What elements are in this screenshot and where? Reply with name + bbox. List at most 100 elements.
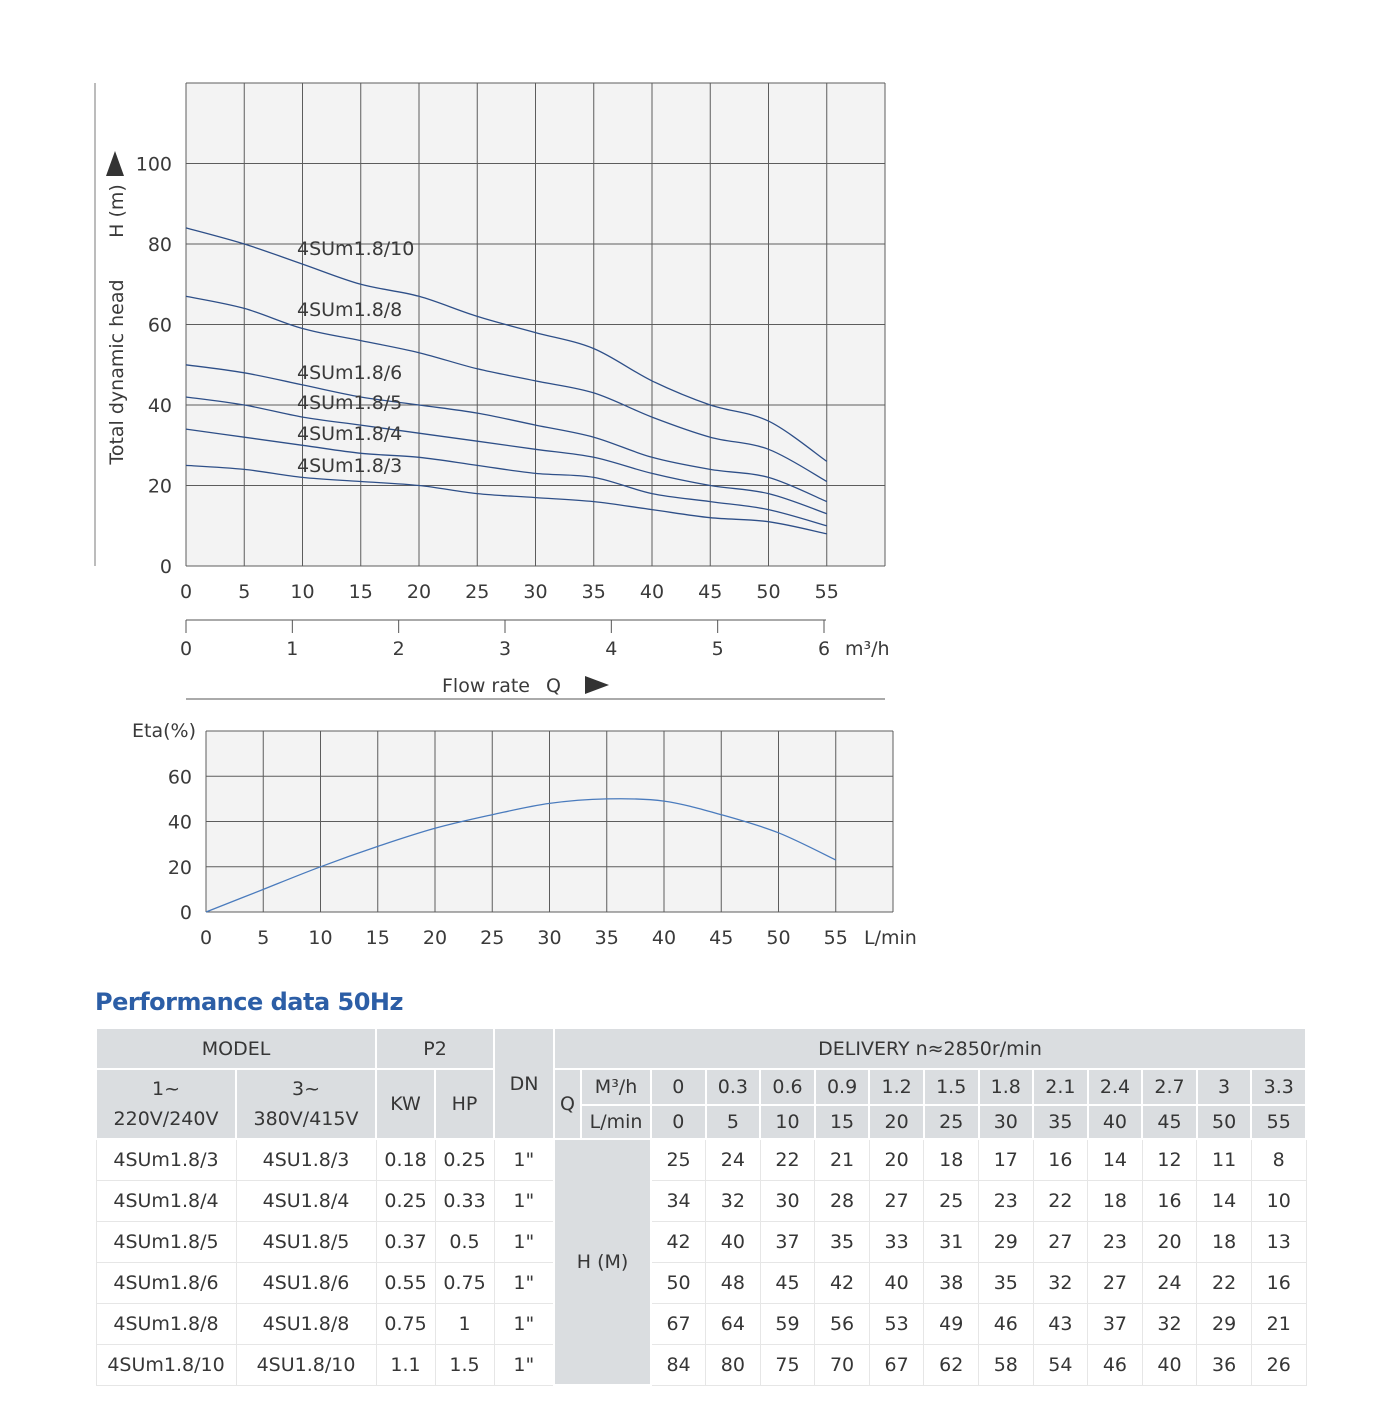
head-value-cell: 21 [814, 1138, 870, 1181]
flow-m3h-header: 3 [1195, 1068, 1253, 1106]
header-row: MODEL P2 DN DELIVERY n≈2850r/min [94, 1027, 1308, 1140]
x-axis-symbol: Q [546, 675, 561, 697]
x-tick-label: 35 [595, 927, 619, 949]
head-value-cell: 23 [978, 1179, 1034, 1222]
series-label: 4SUm1.8/8 [297, 299, 402, 321]
head-value-cell: 35 [978, 1261, 1034, 1304]
flow-lmin-header: 0 [650, 1104, 707, 1140]
head-value-cell: 32 [1141, 1302, 1198, 1345]
head-value-cell: 56 [814, 1302, 870, 1345]
head-value-cell: 10 [1250, 1179, 1307, 1222]
head-value-cell: 50 [650, 1261, 707, 1304]
x-tick-label: 5 [257, 927, 269, 949]
up-arrow-icon [106, 151, 124, 176]
head-value-cell: 24 [705, 1138, 761, 1181]
y-tick-label: 0 [180, 902, 192, 924]
series-label: 4SUm1.8/6 [297, 362, 402, 384]
flow-lmin-header: 20 [868, 1104, 925, 1140]
head-value-cell: 14 [1196, 1179, 1252, 1222]
x-tick-label: 45 [698, 581, 722, 603]
series-line [185, 227, 828, 462]
x-axis-title: Flow rate [442, 675, 530, 697]
model-3ph-cell: 4SU1.8/10 [235, 1343, 377, 1386]
head-value-cell: 54 [1032, 1343, 1089, 1386]
head-value-cell: 42 [814, 1261, 870, 1304]
power-kw-cell: 0.55 [375, 1261, 436, 1304]
head-value-cell: 18 [923, 1138, 979, 1181]
flow-lmin-header: 25 [922, 1104, 980, 1140]
dn-cell: 1" [493, 1220, 555, 1263]
y-axis-unit: H (m) [106, 184, 128, 238]
head-value-cell: 35 [814, 1220, 870, 1263]
head-value-cell: 22 [1032, 1179, 1089, 1222]
head-value-cell: 27 [1032, 1220, 1089, 1263]
table-row: 4SUm1.8/6 4SU1.8/6 0.55 0.75 1" 50 48 45 42 40 38 3… [95, 1261, 1307, 1304]
power-kw-cell: 0.75 [375, 1302, 436, 1345]
head-value-cell: 16 [1250, 1261, 1307, 1304]
power-hp-cell: 0.25 [434, 1138, 495, 1181]
head-value-cell: 33 [868, 1220, 925, 1263]
model-3ph-cell: 4SU1.8/4 [235, 1179, 377, 1222]
head-value-cell: 29 [1196, 1302, 1252, 1345]
kw-header: KW [375, 1068, 437, 1140]
flow-m3h-header: 2.7 [1141, 1068, 1198, 1106]
head-value-cell: 49 [923, 1302, 979, 1345]
head-value-cell: 36 [1196, 1343, 1252, 1386]
x-tick-label: 15 [366, 927, 390, 949]
x-tick-label: 25 [480, 927, 504, 949]
p2-header: P2 [375, 1027, 496, 1070]
flow-m3h-header: 1.8 [977, 1068, 1035, 1106]
x-tick-label: 10 [308, 927, 332, 949]
y-tick-label: 80 [148, 234, 172, 256]
y-tick-label: 40 [168, 812, 192, 834]
head-value-cell: 11 [1196, 1138, 1252, 1181]
head-value-cell: 64 [705, 1302, 761, 1345]
head-value-cell: 25 [923, 1179, 979, 1222]
series-label: 4SUm1.8/5 [297, 392, 402, 414]
head-label-cell: H (M) [553, 1138, 653, 1386]
head-value-cell: 58 [978, 1343, 1034, 1386]
head-value-cell: 53 [868, 1302, 925, 1345]
secondary-x-tick-label: 2 [393, 638, 405, 660]
x-tick-label: 25 [465, 581, 489, 603]
lmin-unit-header: L/min [580, 1104, 653, 1140]
x-tick-label: 50 [756, 581, 780, 603]
head-value-cell: 34 [650, 1179, 707, 1222]
flow-lmin-header: 50 [1195, 1104, 1253, 1140]
model-3ph-cell: 4SU1.8/3 [235, 1138, 377, 1181]
series-line [185, 464, 827, 535]
head-value-cell: 12 [1141, 1138, 1198, 1181]
x-tick-label: 20 [407, 581, 431, 603]
y-tick-label: 100 [136, 154, 172, 176]
secondary-x-tick-label: 0 [180, 638, 192, 660]
head-value-cell: 46 [978, 1302, 1034, 1345]
table-row: 4SUm1.8/3 4SU1.8/3 0.18 0.25 1" H (M) 25 24 22 21… [95, 1138, 1307, 1386]
y-tick-label: 40 [148, 395, 172, 417]
x-tick-label: 45 [709, 927, 733, 949]
delivery-header: DELIVERY n≈2850r/min [553, 1027, 1308, 1070]
head-value-cell: 84 [650, 1343, 707, 1386]
right-arrow-icon [585, 676, 609, 694]
head-value-cell: 29 [978, 1220, 1034, 1263]
head-value-cell: 22 [759, 1138, 816, 1181]
model-1ph-cell: 4SUm1.8/8 [95, 1302, 237, 1345]
power-kw-cell: 1.1 [375, 1343, 436, 1386]
x-tick-label: 0 [180, 581, 192, 603]
model-3ph-cell: 4SU1.8/8 [235, 1302, 377, 1345]
model-1ph-cell: 4SUm1.8/4 [95, 1179, 237, 1222]
table-row: 4SUm1.8/8 4SU1.8/8 0.75 1 1" 67 64 59 56 53 49 46 43… [95, 1302, 1307, 1345]
flow-lmin-header: 30 [977, 1104, 1035, 1140]
flow-m3h-header: 0.6 [759, 1068, 816, 1106]
head-value-cell: 31 [923, 1220, 979, 1263]
x-tick-label: 55 [815, 581, 839, 603]
series-line [185, 428, 827, 527]
three-phase-header: 3~ 380V/415V [234, 1068, 378, 1140]
head-value-cell: 27 [868, 1179, 925, 1222]
table-body: 4SUm1.8/3 4SU1.8/3 0.18 0.25 1" H (M) 25 24 22 21… [95, 1138, 1307, 1386]
section-title: Performance data 50Hz [95, 988, 403, 1016]
head-value-cell: 67 [868, 1343, 925, 1386]
model-3ph-cell: 4SU1.8/6 [235, 1261, 377, 1304]
table-row: 4SUm1.8/5 4SU1.8/5 0.37 0.5 1" 42 40 37 35 33 31 29… [95, 1220, 1307, 1263]
flow-m3h-header: 0 [650, 1068, 707, 1106]
head-value-cell: 16 [1141, 1179, 1198, 1222]
